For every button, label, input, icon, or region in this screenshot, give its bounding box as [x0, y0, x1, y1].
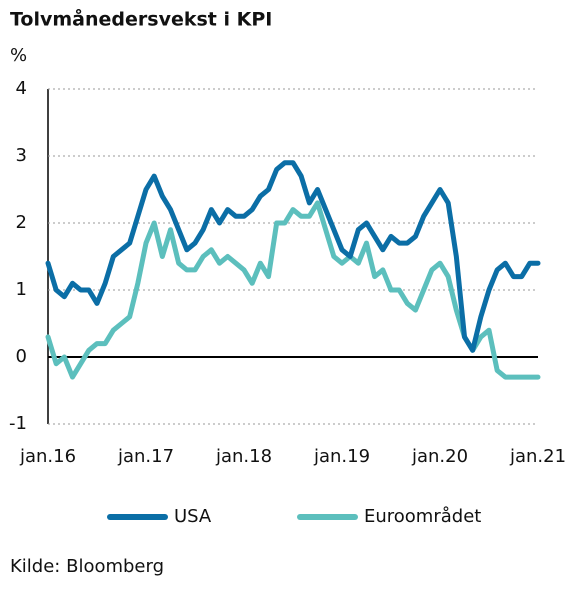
- line-series: [45, 200, 541, 380]
- legend-label: Euroområdet: [364, 506, 481, 527]
- y-tick-label: 2: [16, 212, 27, 233]
- y-axis-label: %: [10, 45, 27, 66]
- y-tick-label: 0: [16, 346, 27, 367]
- y-tick-label: 3: [16, 145, 27, 166]
- legend-label: USA: [174, 506, 212, 527]
- y-tick-label: 4: [16, 78, 27, 99]
- y-tick-label: -1: [9, 413, 27, 434]
- x-tick-label: jan.21: [509, 446, 566, 467]
- chart-title: Tolvmånedersvekst i KPI: [10, 7, 272, 31]
- x-tick-label: jan.16: [19, 446, 76, 467]
- x-tick-label: jan.18: [215, 446, 272, 467]
- source: Kilde: Bloomberg: [10, 556, 164, 577]
- y-tick-label: 1: [16, 279, 27, 300]
- x-tick-label: jan.20: [411, 446, 468, 467]
- x-tick-label: jan.17: [117, 446, 174, 467]
- line-series: [45, 160, 541, 353]
- x-tick-label: jan.19: [313, 446, 370, 467]
